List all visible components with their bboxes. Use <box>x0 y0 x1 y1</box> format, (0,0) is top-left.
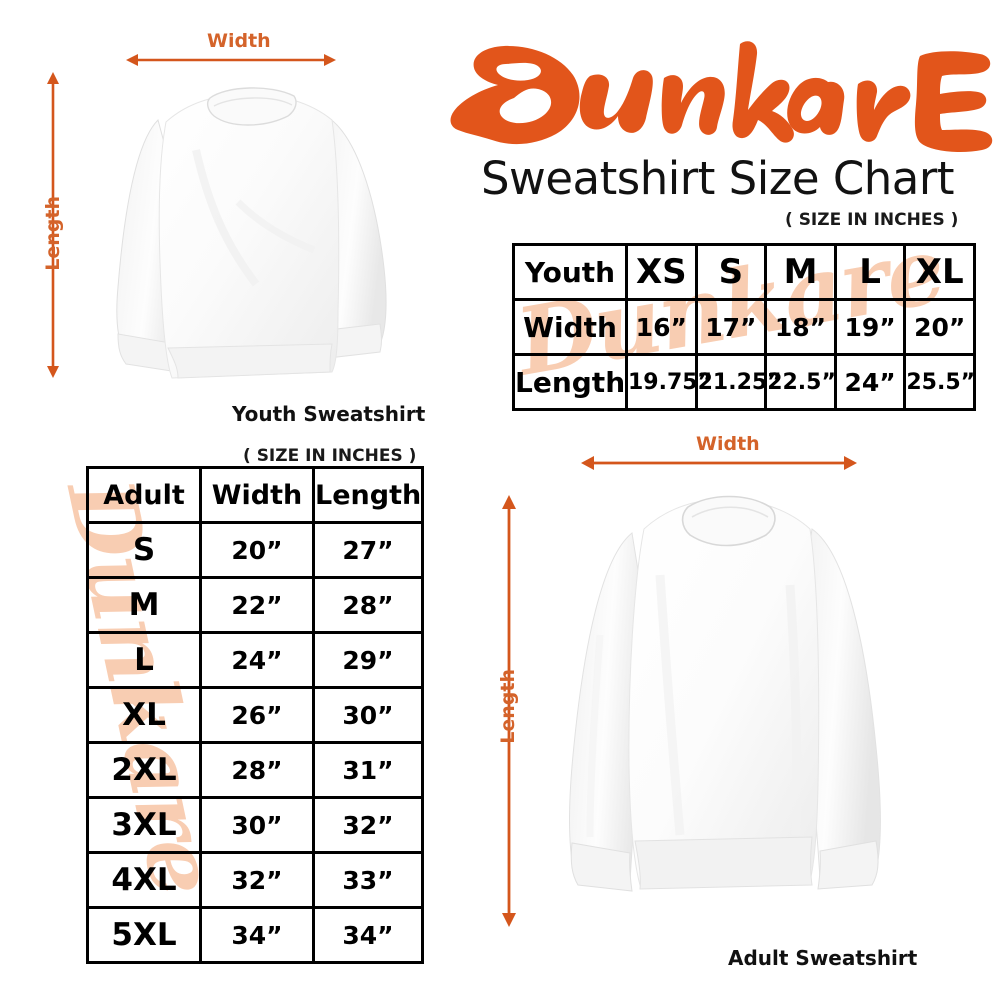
youth-length-l: 24” <box>833 353 907 411</box>
adult-header-width: Width <box>199 466 315 524</box>
youth-width-header: Width <box>512 298 628 356</box>
adult-width-arrow <box>581 455 857 471</box>
youth-width-l: 19” <box>833 298 907 356</box>
youth-length-header: Length <box>512 353 628 411</box>
youth-size-s: S <box>694 243 768 301</box>
youth-header-cell: Youth <box>512 243 628 301</box>
brand-logo <box>440 26 995 156</box>
adult-size-m: M <box>86 576 202 634</box>
adult-size-4xl: 4XL <box>86 851 202 909</box>
adult-width-xl: 26” <box>199 686 315 744</box>
table-row-youth-length: Length 19.75” 21.25” 22.5” 24” 25.5” <box>512 353 976 411</box>
adult-size-2xl: 2XL <box>86 741 202 799</box>
youth-length-xs: 19.75” <box>625 353 712 411</box>
adult-length-4xl: 33” <box>312 851 424 909</box>
adult-header-length: Length <box>312 466 424 524</box>
adult-sweatshirt-caption: Adult Sweatshirt <box>728 946 918 970</box>
youth-sweatshirt-caption: Youth Sweatshirt <box>232 402 426 426</box>
adult-header-size: Adult <box>86 466 202 524</box>
youth-length-m: 22.5” <box>764 353 837 411</box>
adult-size-3xl: 3XL <box>86 796 202 854</box>
youth-width-arrow <box>126 52 336 68</box>
youth-size-l: L <box>833 243 907 301</box>
adult-length-5xl: 34” <box>312 906 424 964</box>
table-row: L 24” 29” <box>86 631 424 689</box>
table-row: 3XL 30” 32” <box>86 796 424 854</box>
table-row: XL 26” 30” <box>86 686 424 744</box>
table-row-adult-header: Adult Width Length <box>86 466 424 524</box>
youth-size-table: Youth XS S M L XL Width 16” 17” 18” 19” … <box>512 243 976 411</box>
adult-width-3xl: 30” <box>199 796 315 854</box>
youth-length-s: 21.25” <box>694 353 782 411</box>
youth-units-note: ( SIZE IN INCHES ) <box>785 210 959 230</box>
adult-length-arrow <box>500 495 518 927</box>
youth-width-m: 18” <box>764 298 837 356</box>
page-title: Sweatshirt Size Chart <box>480 152 955 205</box>
adult-width-4xl: 32” <box>199 851 315 909</box>
table-row-youth-header: Youth XS S M L XL <box>512 243 976 301</box>
table-row-youth-width: Width 16” 17” 18” 19” 20” <box>512 298 976 356</box>
adult-size-l: L <box>86 631 202 689</box>
table-row: M 22” 28” <box>86 576 424 634</box>
youth-width-label: Width <box>207 30 271 52</box>
adult-length-3xl: 32” <box>312 796 424 854</box>
youth-width-s: 17” <box>694 298 768 356</box>
table-row: 5XL 34” 34” <box>86 906 424 964</box>
adult-width-2xl: 28” <box>199 741 315 799</box>
youth-width-xs: 16” <box>625 298 698 356</box>
adult-width-l: 24” <box>199 631 315 689</box>
adult-units-note: ( SIZE IN INCHES ) <box>243 446 417 466</box>
youth-length-xl: 25.5” <box>903 353 976 411</box>
table-row: 2XL 28” 31” <box>86 741 424 799</box>
youth-size-xl: XL <box>903 243 976 301</box>
youth-sweatshirt-illustration <box>88 72 418 397</box>
adult-length-l: 29” <box>312 631 424 689</box>
adult-width-m: 22” <box>199 576 315 634</box>
youth-width-xl: 20” <box>903 298 976 356</box>
youth-size-xs: XS <box>625 243 698 301</box>
adult-width-s: 20” <box>199 521 315 579</box>
adult-length-label: Length <box>497 669 519 744</box>
adult-width-label: Width <box>696 433 760 455</box>
adult-width-5xl: 34” <box>199 906 315 964</box>
adult-size-table: Adult Width Length S 20” 27” M 22” 28” L… <box>86 466 424 964</box>
adult-length-xl: 30” <box>312 686 424 744</box>
adult-length-2xl: 31” <box>312 741 424 799</box>
adult-size-s: S <box>86 521 202 579</box>
youth-size-m: M <box>764 243 837 301</box>
youth-length-arrow <box>45 72 61 378</box>
table-row: 4XL 32” 33” <box>86 851 424 909</box>
table-row: S 20” 27” <box>86 521 424 579</box>
adult-size-5xl: 5XL <box>86 906 202 964</box>
adult-length-m: 28” <box>312 576 424 634</box>
adult-size-xl: XL <box>86 686 202 744</box>
adult-sweatshirt-illustration <box>540 485 910 935</box>
youth-length-label: Length <box>42 196 64 271</box>
adult-length-s: 27” <box>312 521 424 579</box>
